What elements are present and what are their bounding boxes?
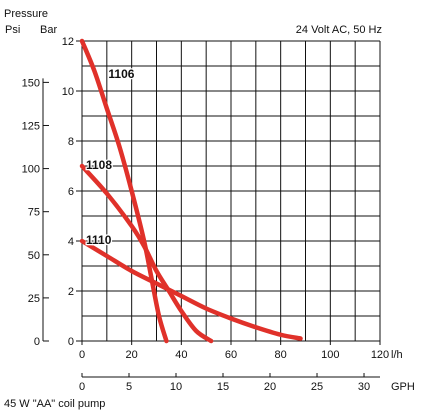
axes	[42, 40, 381, 378]
series-line-1108	[79, 163, 214, 344]
lh-tick-label: 80	[275, 349, 287, 361]
grid	[81, 40, 381, 342]
lh-tick-label: 100	[321, 349, 339, 361]
gph-tick-label: 10	[170, 381, 182, 393]
bar-tick-label: 2	[68, 286, 74, 298]
series-label-1106: 1106	[108, 67, 134, 81]
series-line-1106	[79, 38, 169, 344]
gph-tick-label: 15	[217, 381, 229, 393]
lh-tick-label: 120	[371, 349, 389, 361]
psi-tick-label: 0	[34, 336, 40, 348]
bar-tick-label: 0	[68, 336, 74, 348]
psi-tick-label: 150	[22, 77, 40, 89]
gph-tick-label: 5	[126, 381, 132, 393]
bar-tick-label: 4	[68, 236, 74, 248]
psi-tick-label: 75	[28, 207, 40, 219]
lh-tick-label: 20	[126, 349, 138, 361]
gph-unit-label: GPH	[391, 381, 415, 393]
pressure-axis-title: Pressure	[4, 8, 48, 20]
psi-tick-label: 25	[28, 293, 40, 305]
gph-tick-label: 20	[264, 381, 276, 393]
series-group: 1106 1108 1110	[79, 38, 303, 344]
bar-axis-title: Bar	[40, 24, 57, 36]
spec-label: 24 Volt AC, 50 Hz	[296, 24, 382, 36]
series-label-1108: 1108	[86, 158, 112, 172]
psi-axis-title: Psi	[5, 24, 20, 36]
series-label-1110: 1110	[86, 233, 112, 247]
psi-tick-label: 125	[22, 120, 40, 132]
series-line-1110	[79, 238, 303, 341]
bar-tick-label: 6	[68, 186, 74, 198]
psi-tick-label: 50	[28, 250, 40, 262]
gph-tick-label: 0	[79, 381, 85, 393]
bar-tick-label: 8	[68, 136, 74, 148]
gph-tick-label: 25	[311, 381, 323, 393]
lh-unit-label: l/h	[391, 349, 403, 361]
lh-tick-label: 40	[175, 349, 187, 361]
bar-tick-label: 10	[62, 86, 74, 98]
gph-tick-label: 30	[358, 381, 370, 393]
lh-tick-label: 60	[225, 349, 237, 361]
lh-tick-label: 0	[79, 349, 85, 361]
psi-tick-label: 100	[22, 164, 40, 176]
footer-note: 45 W "AA" coil pump	[4, 398, 105, 410]
bar-tick-label: 12	[62, 36, 74, 48]
